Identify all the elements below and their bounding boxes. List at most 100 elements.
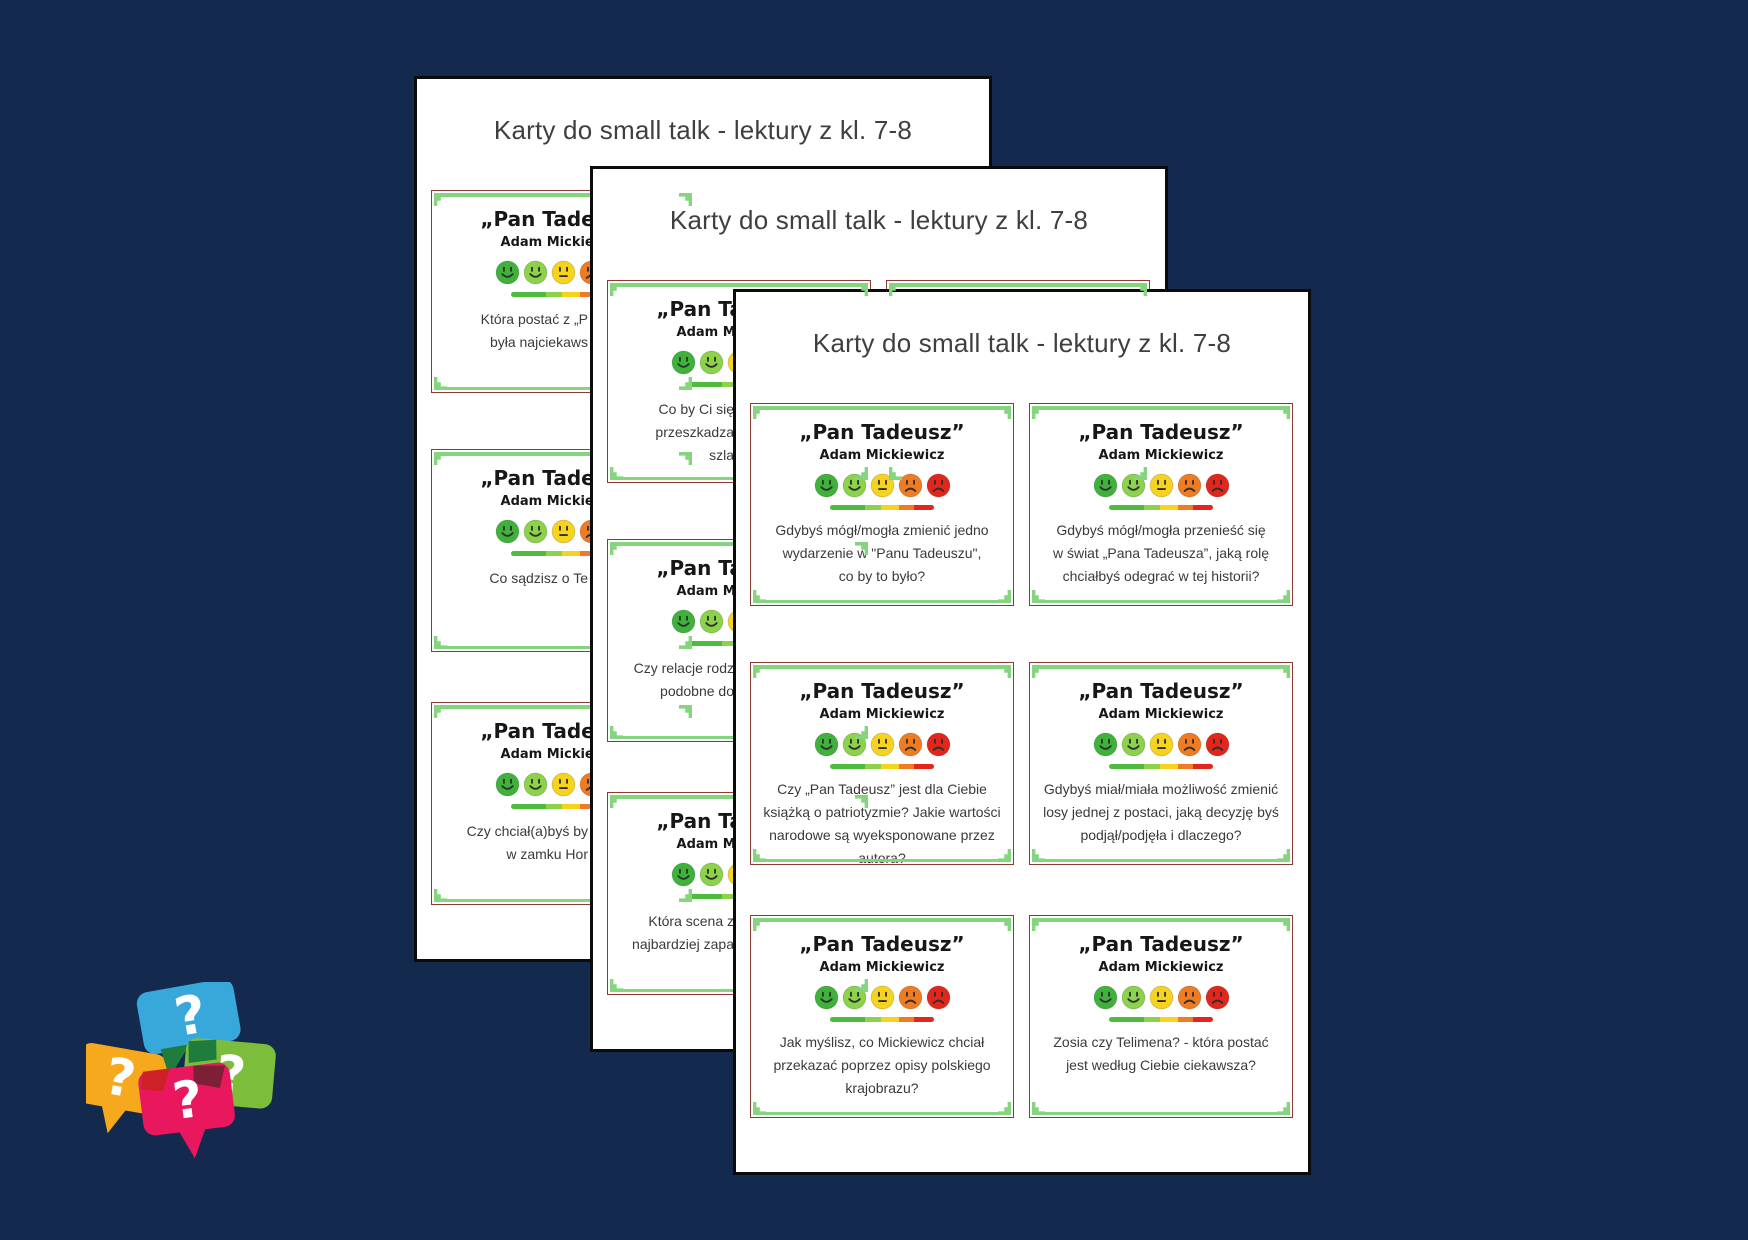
corner-ornament <box>1032 665 1045 678</box>
card-question: Czy relacje rodz podobne do <box>633 660 734 699</box>
rating-scale-segment <box>1109 1017 1145 1022</box>
card-question: Gdybyś mógł/mogła przenieść się w świat … <box>1052 521 1270 584</box>
rating-scale-segment <box>579 551 596 556</box>
page-title: Karty do small talk - lektury z kl. 7-8 <box>812 328 1232 358</box>
happy-face-icon <box>699 862 723 886</box>
angry-face-icon <box>926 473 950 497</box>
sad-face-icon <box>898 732 922 756</box>
corner-ornament <box>434 452 447 465</box>
corner-ornament <box>610 795 623 808</box>
very-happy-face-icon <box>1093 732 1117 756</box>
rating-scale-segment <box>579 292 596 297</box>
very-happy-face-icon <box>1093 473 1117 497</box>
corner-ornament <box>1032 406 1045 419</box>
rating-scale-segment <box>880 505 899 510</box>
very-happy-face-icon <box>671 350 695 374</box>
rating-scale-segment <box>722 382 738 387</box>
neutral-face-icon <box>870 732 894 756</box>
rating-scale-segment <box>546 804 562 809</box>
corner-ornament <box>1277 849 1290 862</box>
card-question: Gdybyś mógł/mogła zmienić jedno wydarzen… <box>775 521 989 584</box>
neutral-face-icon <box>1149 732 1173 756</box>
corner-ornament <box>998 918 1011 931</box>
corner-ornament <box>753 590 766 603</box>
neutral-face-icon <box>551 772 575 796</box>
angry-face-icon <box>1205 473 1229 497</box>
question-speech-bubbles-logo: ? ? ? ? <box>86 982 276 1159</box>
question-card: „Pan Tadeusz” Adam Mickiewicz Gdybyś mia… <box>1029 662 1293 865</box>
happy-face-icon <box>699 609 723 633</box>
rating-scale-segment <box>579 804 596 809</box>
corner-ornament <box>753 406 766 419</box>
very-happy-face-icon <box>1093 985 1117 1009</box>
happy-face-icon <box>523 260 547 284</box>
rating-scale-segment <box>1109 505 1145 510</box>
rating-scale-segment <box>1159 505 1178 510</box>
rating-emoji-row <box>1030 731 1292 757</box>
happy-face-icon <box>699 350 723 374</box>
worksheet-page-front: Karty do small talk - lektury z kl. 7-8 … <box>733 289 1311 1175</box>
corner-ornament <box>1277 1102 1290 1115</box>
sad-face-icon <box>898 985 922 1009</box>
question-card: „Pan Tadeusz” Adam Mickiewicz Gdybyś móg… <box>750 403 1014 606</box>
corner-ornament <box>1277 918 1290 931</box>
rating-scale-bar <box>830 1017 934 1022</box>
rating-scale-segment <box>1177 505 1194 510</box>
rating-scale-segment <box>511 551 547 556</box>
neutral-face-icon <box>551 519 575 543</box>
card-author: Adam Mickiewicz <box>1098 448 1224 463</box>
rating-scale-segment <box>830 505 866 510</box>
card-question: Która postać z „P była najciekaws <box>480 311 588 350</box>
corner-ornament <box>753 918 766 931</box>
angry-face-icon <box>1205 985 1229 1009</box>
rating-scale-segment <box>687 382 723 387</box>
very-happy-face-icon <box>671 862 695 886</box>
rating-scale-segment <box>511 292 547 297</box>
rating-scale-segment <box>561 292 580 297</box>
angry-face-icon <box>1205 732 1229 756</box>
rating-scale-segment <box>914 505 934 510</box>
rating-scale-segment <box>914 764 934 769</box>
question-card: „Pan Tadeusz” Adam Mickiewicz Czy „Pan T… <box>750 662 1014 866</box>
neutral-face-icon <box>870 473 894 497</box>
corner-ornament <box>434 889 447 902</box>
corner-ornament <box>1277 406 1290 419</box>
card-author: Adam Mickiewicz <box>819 448 945 463</box>
card-question: Czy chciał(a)byś by w zamku Hor <box>466 823 588 862</box>
sad-face-icon <box>1177 473 1201 497</box>
corner-ornament <box>1032 918 1045 931</box>
corner-ornament <box>753 665 766 678</box>
rating-scale-segment <box>1159 764 1178 769</box>
rating-scale-segment <box>830 764 866 769</box>
rating-scale-segment <box>511 804 547 809</box>
card-title: „Pan Tadeusz” <box>1078 420 1244 444</box>
happy-face-icon <box>523 519 547 543</box>
rating-scale-segment <box>880 764 899 769</box>
corner-ornament <box>1032 1102 1045 1115</box>
very-happy-face-icon <box>495 260 519 284</box>
corner-ornament <box>610 467 623 480</box>
card-question: Gdybyś miał/miała możliwość zmienić losy… <box>1043 780 1279 843</box>
happy-face-icon <box>1121 732 1145 756</box>
corner-ornament <box>1277 665 1290 678</box>
happy-face-icon <box>1121 985 1145 1009</box>
rating-scale-segment <box>687 894 723 899</box>
card-question: Co sądzisz o Te <box>489 570 588 586</box>
card-question: Co by Ci się przeszkadza szla <box>655 401 734 463</box>
angry-face-icon <box>926 732 950 756</box>
card-question: Czy „Pan Tadeusz” jest dla Ciebie książk… <box>763 780 1001 866</box>
rating-scale-segment <box>722 894 738 899</box>
rating-scale-segment <box>722 641 738 646</box>
corner-ornament <box>998 665 1011 678</box>
pink-speech-bubble-icon: ? <box>138 1062 235 1159</box>
happy-face-icon <box>523 772 547 796</box>
corner-ornament <box>1277 590 1290 603</box>
question-mark-glyph: ? <box>170 1070 207 1132</box>
rating-scale-bar <box>830 505 934 510</box>
corner-ornament <box>610 726 623 739</box>
card-author: Adam Mickiewicz <box>1098 707 1224 722</box>
question-card: „Pan Tadeusz” Adam Mickiewicz Jak myślis… <box>750 915 1014 1118</box>
corner-ornament <box>434 193 447 206</box>
card-title: „Pan Tadeusz” <box>799 932 965 956</box>
card-title: „Pan Tadeusz” <box>1078 932 1244 956</box>
